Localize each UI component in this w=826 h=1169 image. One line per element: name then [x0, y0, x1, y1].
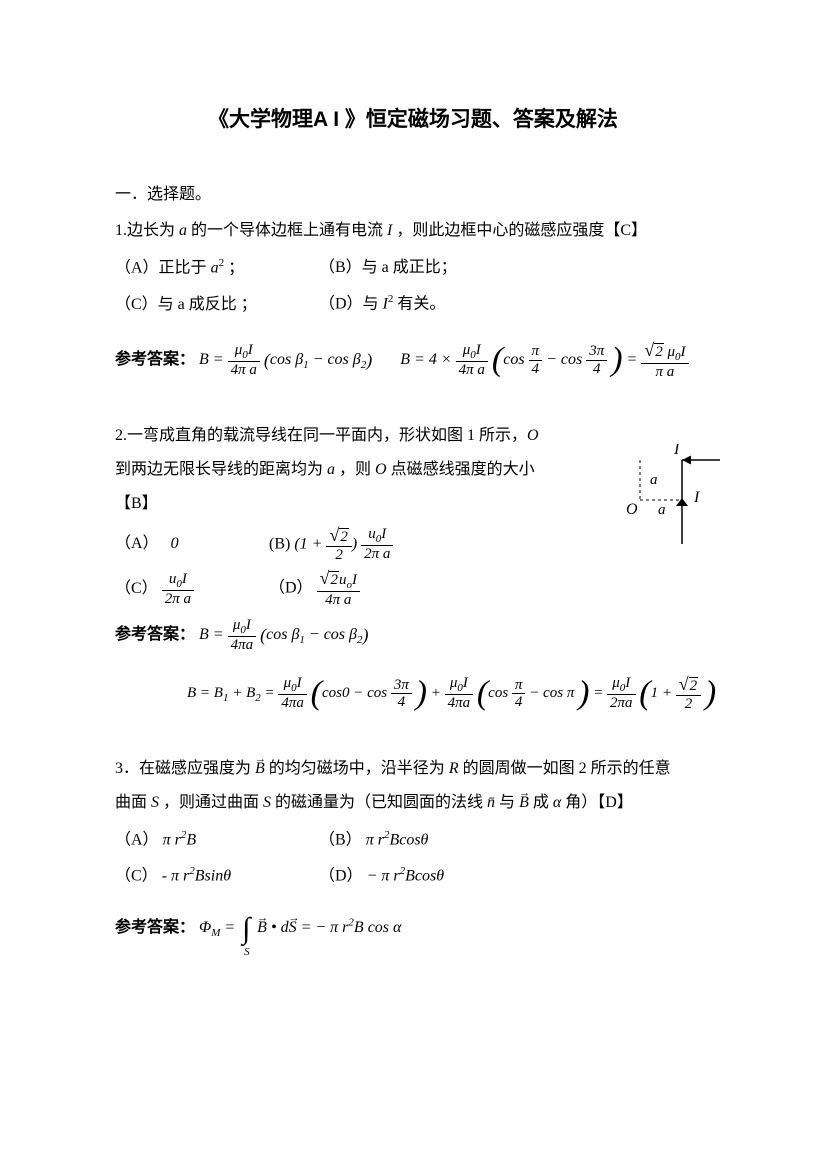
q1-optD: （D）与 I2 有关。	[319, 289, 445, 320]
diag-a-h: a	[658, 502, 666, 518]
q1-options-row1: （A）正比于 a2 ； （B）与 a 成正比；	[115, 253, 711, 284]
q3-Bvec: B	[255, 760, 265, 777]
q1-optD-post: 有关。	[397, 296, 445, 313]
doc-title: 《大学物理A I 》恒定磁场习题、答案及解法	[115, 100, 711, 140]
q2-optC: （C） u0I2π a	[115, 571, 265, 608]
diag-I-top: I	[673, 444, 680, 458]
q1-I2-exp: 2	[388, 293, 394, 305]
q3-ans: 参考答案： ΦM = ∫S B • dS = − π r2B cos α	[115, 900, 711, 957]
q1-optD-pre: （D）与	[319, 296, 379, 313]
q3-opts-row1: （A） π r2B （B） π r2Bcosθ	[115, 825, 711, 856]
q1-formula1: B = μ0I4π a (cos β1 − cos β2)	[199, 351, 376, 368]
q1-a2-exp: 2	[219, 257, 225, 269]
q2-opts-row2: （C） u0I2π a （D） √2uoI4π a	[115, 569, 711, 609]
integral-icon: ∫S	[239, 900, 253, 957]
q2-ans-label: 参考答案：	[115, 626, 195, 643]
q1-options-row2: （C）与 a 成反比 ； （D）与 I2 有关。	[115, 289, 711, 320]
q3-optA: （A） π r2B	[115, 825, 315, 856]
q1-f1-lhs: B =	[199, 351, 224, 368]
q1-formula2: B = 4 × μ0I4π a (cos π4 − cos 3π4 ) = √2…	[400, 351, 688, 368]
diag-O: O	[626, 501, 638, 518]
q1-optA: （A）正比于 a2 ；	[115, 253, 315, 284]
q3-optC: （C） - π r2Bsinθ	[115, 861, 315, 892]
q3-optC-label: （C）	[115, 868, 158, 885]
q2-ans2: B = B1 + B2 = μ0I4πa (cos0 − cos 3π4 ) +…	[115, 661, 711, 726]
q2-optD-label: （D）	[269, 580, 313, 597]
q3-line2: 曲面 S ，则通过曲面 S 的磁通量为（已知圆面的法线 n̄ 与 B 成 α 角…	[115, 788, 711, 818]
q1-ans-label: 参考答案：	[115, 351, 195, 368]
q1-answer-row: 参考答案： B = μ0I4π a (cos β1 − cos β2) B = …	[115, 328, 711, 393]
q2-optB-label: (B)	[269, 535, 290, 552]
q3-optB: （B） π r2Bcosθ	[319, 825, 428, 856]
q2-optB: (B) (1 + √22) u0I2π a	[269, 526, 393, 563]
diag-a-v: a	[650, 472, 658, 488]
q2-optA: （A） 0	[115, 529, 265, 559]
q2-diagram: I I a a O	[610, 444, 720, 544]
q3-optD-label: （D）	[319, 868, 363, 885]
q3-optD: （D） − π r2Bcosθ	[319, 861, 444, 892]
q1-optB: （B）与 a 成正比；	[319, 253, 457, 283]
q2-optD: （D） √2uoI4π a	[269, 569, 360, 609]
q1-stem-text: 1.边长为 a 的一个导体边框上通有电流 I ，则此边框中心的磁感应强度【C】	[115, 222, 647, 239]
q3-opts-row2: （C） - π r2Bsinθ （D） − π r2Bcosθ	[115, 861, 711, 892]
q2-optA-val: 0	[171, 535, 179, 552]
q3-optB-label: （B）	[319, 831, 362, 848]
q1-optA-pre: （A）正比于	[115, 259, 207, 276]
q2-ans1: 参考答案： B = μ0I4πa (cos β1 − cos β2)	[115, 617, 711, 654]
q3-line1: 3．在磁感应强度为 B 的均匀磁场中，沿半径为 R 的圆周做一如图 2 所示的任…	[115, 754, 711, 784]
q1-a2-base: a	[211, 259, 219, 276]
q3-optA-label: （A）	[115, 831, 159, 848]
section-header: 一．选择题。	[115, 180, 711, 210]
q1-optA-post: ；	[228, 259, 244, 276]
q3-ans-label: 参考答案：	[115, 919, 195, 936]
q1-stem: 1.边长为 a 的一个导体边框上通有电流 I ，则此边框中心的磁感应强度【C】	[115, 216, 711, 246]
diag-I-right: I	[693, 489, 700, 506]
q2-optC-label: （C）	[115, 580, 158, 597]
q1-optC: （C）与 a 成反比 ；	[115, 290, 315, 320]
q2-optA-label: （A）	[115, 535, 159, 552]
